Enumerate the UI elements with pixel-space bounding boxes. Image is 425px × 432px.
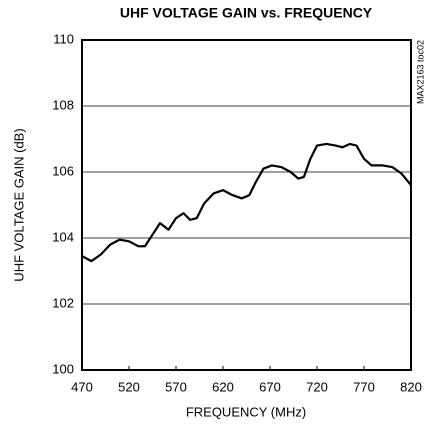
- x-tick-label: 620: [212, 379, 234, 394]
- x-tick-label: 570: [165, 379, 187, 394]
- x-tick-label: 470: [71, 379, 93, 394]
- annotation: MAX2163 toc02: [415, 40, 425, 104]
- y-axis-label: UHF VOLTAGE GAIN (dB): [11, 128, 26, 281]
- x-tick-label: 820: [400, 379, 422, 394]
- x-tick-label: 670: [259, 379, 281, 394]
- y-tick-label: 102: [52, 295, 74, 310]
- chart-title: UHF VOLTAGE GAIN vs. FREQUENCY: [120, 5, 373, 21]
- y-tick-label: 106: [52, 163, 74, 178]
- y-tick-label: 100: [52, 361, 74, 376]
- x-tick-label: 520: [118, 379, 140, 394]
- plot-frame: [81, 39, 412, 371]
- y-tick-label: 110: [53, 31, 74, 46]
- x-tick-label: 770: [353, 379, 375, 394]
- y-tick-label: 104: [52, 229, 74, 244]
- x-axis-label: FREQUENCY (MHz): [186, 404, 306, 419]
- x-tick-label: 720: [306, 379, 328, 394]
- y-tick-label: 108: [52, 97, 74, 112]
- data-line: [81, 142, 412, 263]
